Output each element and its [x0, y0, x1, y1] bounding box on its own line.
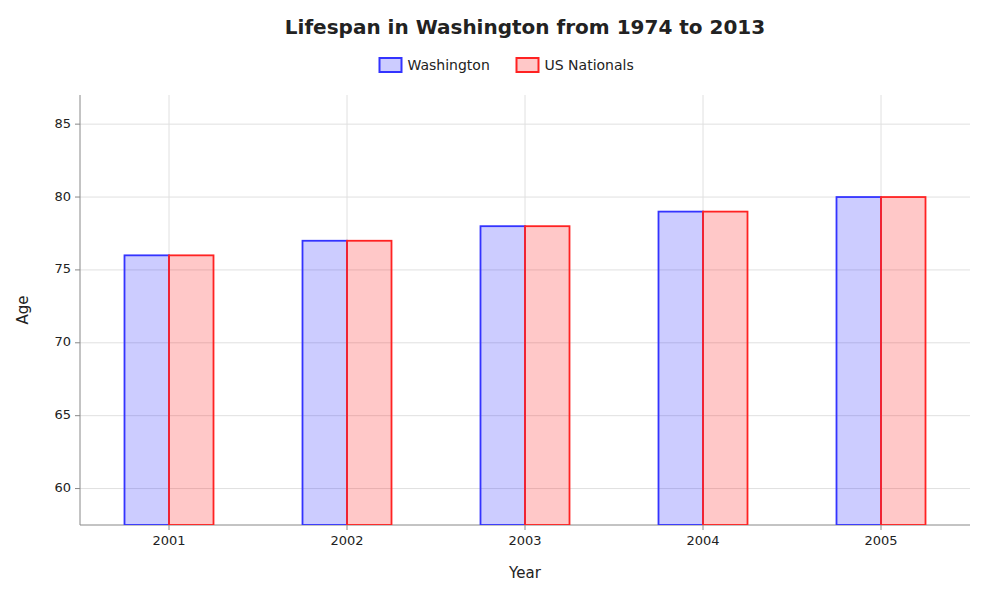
bar — [303, 241, 348, 525]
x-tick-label: 2002 — [330, 533, 363, 548]
bar — [881, 197, 926, 525]
axes: 60 65 70 75 80 85 2001 2002 2003 2004 2005 — [54, 95, 970, 548]
chart-container: 60 65 70 75 80 85 2001 2002 2003 2004 2005 Lifespan… — [0, 0, 1000, 600]
page: {"chart_data": {"type": "bar", "title": … — [0, 0, 1000, 600]
chart-svg: 60 65 70 75 80 85 2001 2002 2003 2004 2005 Lifespan… — [0, 0, 1000, 600]
y-tick-label: 85 — [54, 116, 71, 131]
bar — [125, 255, 170, 525]
legend-swatch — [517, 58, 539, 72]
y-tick — [75, 197, 80, 198]
x-tick-label: 2003 — [508, 533, 541, 548]
y-axis-label: Age — [14, 295, 32, 324]
x-tick — [347, 525, 348, 530]
bar — [659, 212, 704, 525]
bar — [169, 255, 214, 525]
y-tick — [75, 488, 80, 489]
x-tick — [169, 525, 170, 530]
grid — [80, 95, 970, 525]
legend-swatch — [380, 58, 402, 72]
bar — [525, 226, 570, 525]
bar — [703, 212, 748, 525]
legend: Washington US Nationals — [380, 57, 634, 73]
y-tick-label: 75 — [54, 261, 71, 276]
x-tick — [881, 525, 882, 530]
y-tick-label: 70 — [54, 334, 71, 349]
title: Lifespan in Washington from 1974 to 2013 — [285, 15, 765, 39]
bar — [837, 197, 882, 525]
y-tick-label: 60 — [54, 480, 71, 495]
x-axis-label: Year — [508, 564, 542, 582]
y-tick-label: 80 — [54, 189, 71, 204]
x-tick-label: 2004 — [686, 533, 719, 548]
y-tick — [75, 342, 80, 343]
x-tick — [703, 525, 704, 530]
y-tick-label: 65 — [54, 407, 71, 422]
x-tick-label: 2005 — [864, 533, 897, 548]
x-tick — [525, 525, 526, 530]
bars — [125, 197, 926, 525]
bar — [481, 226, 526, 525]
bar — [347, 241, 392, 525]
legend-label: US Nationals — [545, 57, 634, 73]
y-axis-line — [80, 95, 81, 525]
y-tick — [75, 124, 80, 125]
legend-label: Washington — [408, 57, 490, 73]
y-tick — [75, 269, 80, 270]
x-tick-label: 2001 — [152, 533, 185, 548]
y-tick — [75, 415, 80, 416]
